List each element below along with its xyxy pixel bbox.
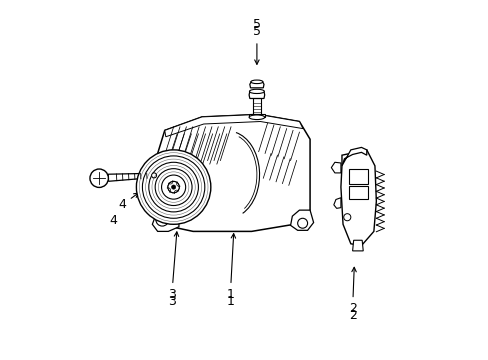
Circle shape: [148, 162, 198, 212]
Text: 5: 5: [252, 18, 261, 31]
Ellipse shape: [250, 80, 263, 84]
Text: 5: 5: [252, 25, 261, 64]
Polygon shape: [157, 114, 309, 231]
Circle shape: [167, 181, 179, 193]
Polygon shape: [108, 173, 154, 181]
Circle shape: [167, 181, 179, 193]
Ellipse shape: [249, 89, 264, 94]
Polygon shape: [152, 203, 179, 231]
Circle shape: [142, 156, 204, 218]
Polygon shape: [341, 147, 366, 166]
Text: 3: 3: [167, 232, 178, 301]
Circle shape: [156, 213, 168, 226]
Text: 4: 4: [109, 214, 117, 227]
Polygon shape: [249, 82, 264, 88]
Text: 2: 2: [348, 267, 356, 315]
Circle shape: [297, 218, 307, 228]
Circle shape: [155, 168, 192, 206]
Circle shape: [136, 150, 210, 224]
Text: 1: 1: [226, 234, 235, 301]
Polygon shape: [248, 91, 264, 99]
Text: 3: 3: [167, 295, 175, 308]
Polygon shape: [331, 162, 340, 173]
Polygon shape: [164, 114, 303, 137]
Polygon shape: [340, 150, 376, 246]
Text: 2: 2: [348, 309, 356, 322]
Text: 4: 4: [118, 193, 138, 211]
Text: 1: 1: [226, 295, 234, 308]
Ellipse shape: [248, 115, 264, 120]
Polygon shape: [352, 240, 363, 251]
Polygon shape: [252, 99, 261, 114]
Circle shape: [90, 169, 108, 188]
Polygon shape: [348, 169, 367, 184]
Circle shape: [161, 175, 185, 199]
Circle shape: [343, 214, 350, 221]
Circle shape: [151, 173, 156, 178]
Polygon shape: [333, 198, 340, 208]
Polygon shape: [290, 210, 313, 230]
Circle shape: [171, 185, 175, 189]
Polygon shape: [348, 186, 367, 199]
Polygon shape: [248, 114, 264, 117]
